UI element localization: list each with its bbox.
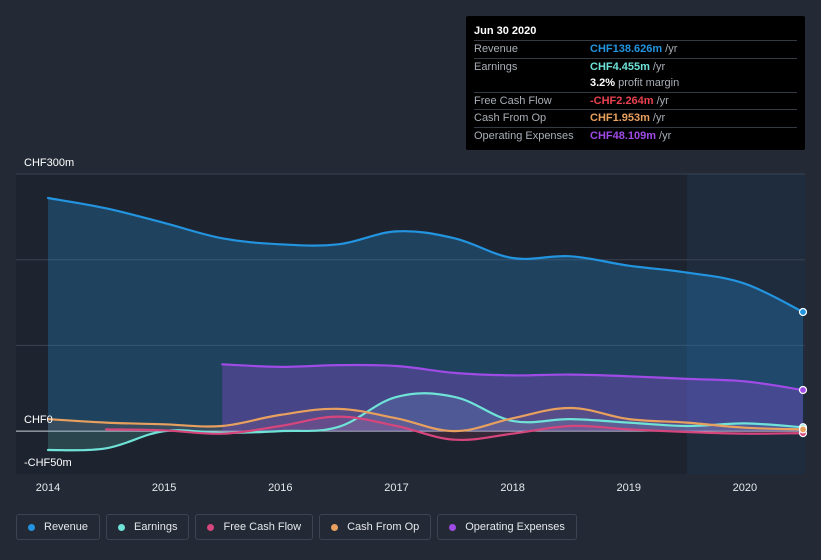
- area-earnings: [48, 393, 803, 451]
- legend: Revenue Earnings Free Cash Flow Cash Fro…: [16, 514, 583, 542]
- tooltip-unit: /yr: [652, 112, 666, 124]
- tooltip-unit: /yr: [656, 94, 669, 107]
- tooltip-unit: profit margin: [618, 77, 680, 89]
- x-tick-label: 2019: [617, 482, 641, 494]
- tooltip-label: Revenue: [474, 43, 519, 55]
- x-tick-label: 2018: [500, 482, 524, 494]
- tooltip-label: Operating Expenses: [474, 129, 574, 142]
- legend-earnings[interactable]: Earnings: [106, 514, 190, 540]
- y-label-top: CHF300m: [24, 157, 74, 169]
- y-label-zero: CHF0: [24, 414, 53, 426]
- tooltip-value: -CHF2.264m: [590, 94, 654, 107]
- legend-dot-icon: [331, 523, 339, 531]
- line-cash-from-op: [46, 406, 805, 433]
- tooltip-row-earnings: Earnings CHF4.455m /yr: [474, 57, 797, 76]
- area-free-cash-flow: [106, 416, 804, 440]
- endpoint-cash-from-op: [798, 425, 808, 434]
- x-tick-label: 2016: [268, 482, 292, 494]
- tooltip: Jun 30 2020 Revenue CHF138.626m /yr Earn…: [466, 16, 805, 150]
- x-tick-label: 2020: [733, 482, 757, 494]
- legend-dot-icon: [207, 523, 215, 531]
- tooltip-label: Earnings: [474, 60, 518, 73]
- series-lines: [46, 196, 805, 452]
- legend-dot-icon: [118, 523, 126, 531]
- tooltip-unit: /yr: [652, 60, 666, 73]
- legend-label: Operating Expenses: [465, 521, 565, 533]
- legend-free-cash-flow[interactable]: Free Cash Flow: [195, 514, 314, 540]
- y-label-bottom: -CHF50m: [24, 457, 72, 469]
- legend-label: Revenue: [44, 521, 89, 533]
- x-axis-ticks: 2014 2015 2016 2017 2018 2019 2020: [36, 482, 757, 494]
- tooltip-value: CHF48.109m: [590, 129, 657, 142]
- area-revenue: [48, 198, 803, 432]
- area-operating-expenses: [222, 364, 803, 432]
- financial-chart: CHF300m CHF0 -CHF50m 2014 2015 2016 2017 201…: [16, 157, 808, 494]
- tooltip-unit: /yr: [659, 129, 672, 142]
- tooltip-value: CHF1.953m: [590, 112, 650, 124]
- legend-cash-from-op[interactable]: Cash From Op: [319, 514, 432, 540]
- tooltip-label: Free Cash Flow: [474, 94, 552, 107]
- legend-label: Free Cash Flow: [223, 521, 302, 533]
- x-tick-label: 2017: [384, 482, 408, 494]
- line-operating-expenses: [221, 363, 805, 392]
- x-tick-label: 2014: [36, 482, 60, 494]
- legend-label: Cash From Op: [347, 521, 420, 533]
- tooltip-value: CHF138.626m: [590, 43, 663, 55]
- endpoint-operating-expenses: [798, 385, 808, 395]
- tooltip-label: [474, 75, 590, 92]
- tooltip-date: Jun 30 2020: [474, 25, 537, 37]
- legend-dot-icon: [28, 523, 35, 531]
- endpoint-revenue: [798, 307, 808, 317]
- tooltip-value: 3.2%: [590, 77, 616, 89]
- tooltip-row-profit-margin: 3.2% profit margin: [474, 75, 797, 92]
- x-tick-label: 2015: [152, 482, 176, 494]
- tooltip-label: Cash From Op: [474, 112, 547, 124]
- area-cash-from-op: [48, 407, 803, 432]
- tooltip-row-revenue: Revenue CHF138.626m /yr: [474, 40, 797, 58]
- legend-label: Earnings: [134, 521, 178, 533]
- tooltip-unit: /yr: [665, 43, 678, 55]
- tooltip-row-free-cash-flow: Free Cash Flow -CHF2.264m /yr: [474, 91, 797, 110]
- legend-revenue[interactable]: Revenue: [16, 514, 101, 540]
- tooltip-value: CHF4.455m: [590, 60, 650, 73]
- series-areas: [48, 198, 804, 451]
- legend-dot-icon: [449, 523, 457, 531]
- tooltip-row-operating-expenses: Operating Expenses CHF48.109m /yr: [474, 126, 797, 145]
- line-free-cash-flow: [105, 415, 805, 442]
- tooltip-row-cash-from-op: Cash From Op CHF1.953m /yr: [474, 109, 797, 127]
- legend-operating-expenses[interactable]: Operating Expenses: [437, 514, 577, 540]
- series-endpoints: [798, 307, 808, 438]
- line-revenue: [46, 196, 805, 314]
